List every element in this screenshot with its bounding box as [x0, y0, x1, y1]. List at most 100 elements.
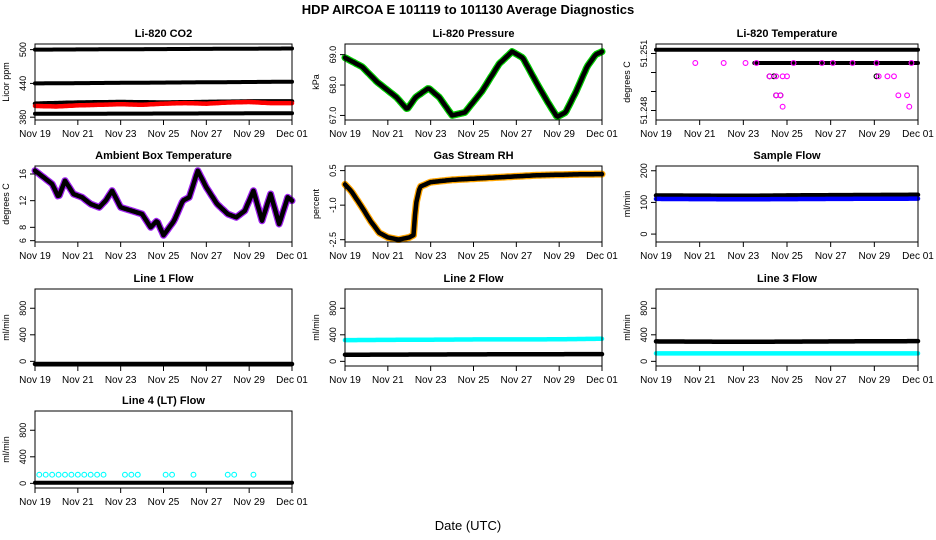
- x-tick-label: Nov 27: [190, 375, 222, 386]
- y-tick-label: 800: [18, 301, 28, 316]
- x-tick-label: Nov 19: [19, 251, 51, 262]
- y-tick-label: 400: [639, 327, 649, 342]
- data-point: [36, 471, 43, 478]
- y-axis-label: ml/min: [622, 191, 632, 218]
- data-point: [169, 471, 176, 478]
- data-point: [190, 471, 197, 478]
- y-axis-label: ml/min: [1, 314, 11, 341]
- plot-frame: [655, 43, 919, 121]
- x-tick-label: Nov 23: [415, 129, 447, 140]
- data-point: [121, 471, 128, 478]
- x-tick-label: Nov 27: [190, 129, 222, 140]
- x-tick-label: Nov 23: [105, 375, 137, 386]
- panel-title: Sample Flow: [753, 150, 821, 162]
- data-point: [829, 60, 836, 66]
- y-tick-label: 51.251: [639, 40, 649, 68]
- x-tick-label: Nov 27: [190, 251, 222, 262]
- x-tick-label: Nov 23: [415, 375, 447, 386]
- x-tick-label: Nov 25: [148, 251, 180, 262]
- y-tick-label: 200: [639, 163, 649, 178]
- series-halo-box-temperature: [31, 167, 296, 239]
- x-tick-label: Nov 21: [684, 375, 716, 386]
- data-point: [753, 60, 760, 66]
- x-tick-label: Nov 21: [684, 129, 716, 140]
- x-tick-label: Nov 19: [19, 375, 51, 386]
- y-axis-label: degrees C: [622, 61, 632, 103]
- x-tick-label: Nov 21: [684, 251, 716, 262]
- series-group: [653, 192, 921, 202]
- data-point: [875, 73, 882, 80]
- data-point: [87, 471, 94, 478]
- data-point: [777, 92, 784, 99]
- panel-title: Line 1 Flow: [134, 273, 194, 285]
- data-point: [720, 60, 727, 66]
- series-group: [341, 170, 606, 243]
- data-point: [784, 73, 790, 80]
- x-tick-label: Dec 01: [586, 129, 618, 140]
- panel-title: Gas Stream RH: [433, 150, 513, 162]
- series-group: [341, 48, 606, 121]
- x-tick-label: Nov 25: [458, 251, 490, 262]
- x-tick-label: Nov 25: [148, 129, 180, 140]
- panel-title: Li-820 CO2: [135, 28, 192, 40]
- y-tick-label: 400: [328, 327, 338, 342]
- y-axis-label: ml/min: [1, 436, 11, 463]
- data-point: [62, 471, 68, 478]
- series-group: [31, 167, 296, 239]
- x-tick-label: Nov 29: [858, 375, 890, 386]
- x-tick-label: Nov 19: [640, 375, 672, 386]
- series-mid-standard: [33, 79, 294, 86]
- data-point: [162, 471, 169, 478]
- x-tick-label: Nov 25: [771, 251, 803, 262]
- data-point: [134, 471, 141, 478]
- data-point: [873, 60, 880, 66]
- y-tick-label: 800: [328, 301, 338, 316]
- y-tick-label: 500: [18, 42, 28, 57]
- panel-li820-pressure: Li-820 Pressure kPa Nov 19 Nov 21 Nov 23 Nov …: [311, 28, 618, 140]
- x-tick-label: Dec 01: [276, 497, 308, 508]
- x-tick-label: Nov 19: [19, 497, 51, 508]
- y-tick-label: 16: [18, 169, 28, 179]
- y-tick-label: 100: [639, 195, 649, 210]
- x-tick-label: Nov 19: [329, 251, 361, 262]
- panel-title: Li-820 Pressure: [433, 28, 515, 40]
- series-low-standard: [33, 111, 294, 116]
- x-tick-label: Dec 01: [276, 129, 308, 140]
- series-ambient-sample: [32, 99, 295, 109]
- y-axis-label: kPa: [311, 74, 321, 90]
- y-tick-label: 400: [18, 327, 28, 342]
- data-point: [81, 471, 88, 478]
- panel-line3-flow: Line 3 Flow ml/min Nov 19 Nov 21 Nov 23 Nov 2…: [622, 273, 934, 386]
- series-high-standard: [33, 46, 294, 52]
- data-point: [128, 471, 135, 478]
- x-tick-label: Nov 25: [148, 375, 180, 386]
- data-point: [904, 92, 911, 99]
- x-tick-label: Nov 19: [640, 251, 672, 262]
- x-tick-label: Nov 27: [500, 129, 532, 140]
- y-tick-label: 440: [18, 76, 28, 91]
- y-axis-label: Licor ppm: [1, 62, 11, 102]
- panel-title: Li-820 Temperature: [737, 28, 838, 40]
- series-group: [653, 338, 921, 356]
- x-tick-label: Dec 01: [586, 251, 618, 262]
- x-tick-label: Nov 29: [233, 251, 265, 262]
- panel-ambient-box-temperature: Ambient Box Temperature degrees C Nov 19 No…: [1, 150, 308, 262]
- data-point: [100, 471, 107, 478]
- x-tick-label: Nov 19: [640, 129, 672, 140]
- x-tick-label: Nov 21: [62, 497, 94, 508]
- y-axis-label: ml/min: [311, 314, 321, 341]
- x-tick-label: Nov 19: [329, 375, 361, 386]
- y-tick-label: 800: [639, 301, 649, 316]
- x-tick-label: Nov 29: [233, 497, 265, 508]
- data-point: [884, 73, 891, 80]
- data-point: [891, 73, 897, 80]
- x-tick-label: Dec 01: [276, 251, 308, 262]
- y-axis-label: percent: [311, 188, 321, 219]
- x-tick-label: Nov 29: [543, 129, 575, 140]
- series-flow-b: [342, 351, 605, 357]
- data-point: [766, 73, 773, 80]
- x-tick-label: Nov 25: [771, 129, 803, 140]
- x-tick-label: Nov 29: [543, 251, 575, 262]
- panel-sample-flow: Sample Flow ml/min Nov 19 Nov 21 Nov 23 Nov 2…: [622, 150, 934, 262]
- data-point: [779, 103, 786, 110]
